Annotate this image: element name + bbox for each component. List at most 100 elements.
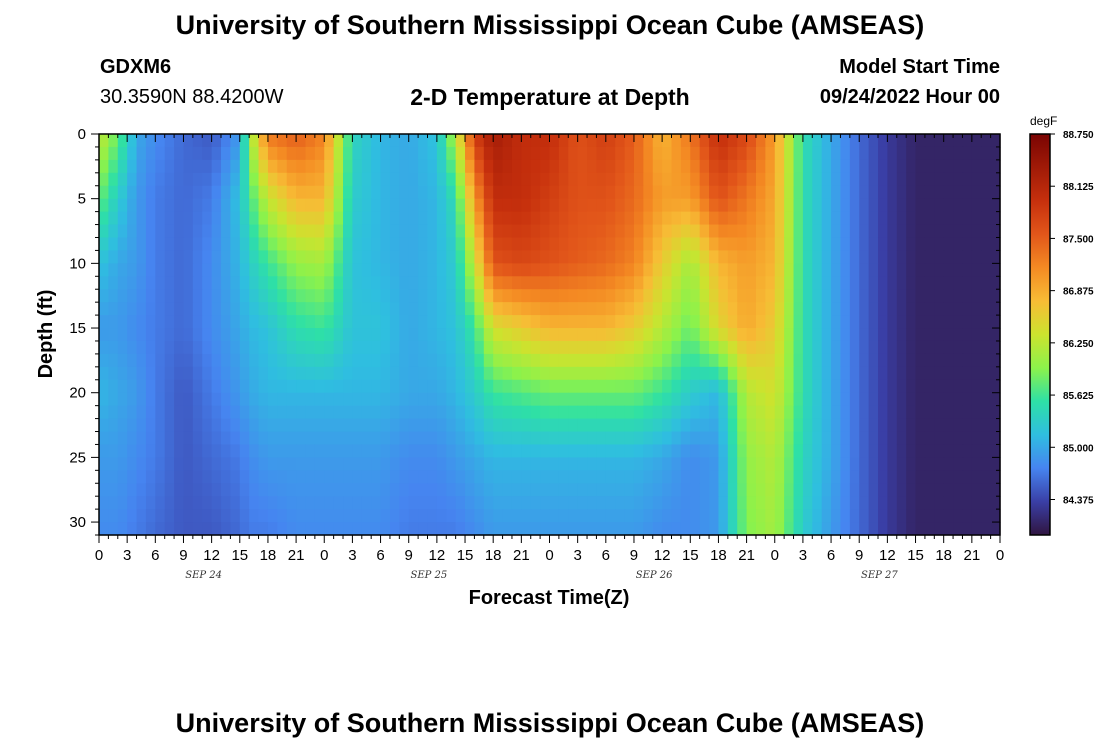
heatmap-cell	[371, 431, 382, 446]
heatmap-cell	[239, 496, 250, 510]
heatmap-cell	[221, 483, 231, 497]
heatmap-cell	[680, 224, 691, 239]
heatmap-cell	[943, 470, 954, 484]
heatmap-cell	[671, 237, 682, 252]
heatmap-cell	[183, 185, 194, 200]
heatmap-cell	[962, 302, 973, 316]
heatmap-cell	[333, 444, 344, 458]
heatmap-cell	[868, 509, 879, 523]
heatmap-cell	[906, 237, 917, 252]
heatmap-cell	[755, 224, 766, 239]
y-tick-label: 15	[69, 320, 86, 337]
heatmap-cell	[793, 392, 804, 407]
heatmap-cell	[333, 185, 344, 200]
heatmap-cell	[521, 405, 532, 420]
heatmap-cell	[643, 315, 654, 329]
heatmap-cell	[436, 224, 447, 239]
heatmap-cell	[455, 496, 466, 510]
heatmap-cell	[568, 405, 579, 420]
heatmap-cell	[286, 250, 297, 264]
heatmap-cell	[296, 159, 307, 174]
heatmap-cell	[896, 263, 907, 277]
heatmap-cell	[549, 250, 560, 264]
heatmap-cell	[155, 392, 166, 407]
heatmap-cell	[596, 444, 607, 458]
heatmap-cell	[746, 185, 757, 200]
heatmap-cell	[108, 224, 119, 239]
heatmap-cell	[699, 366, 710, 381]
heatmap-cell	[436, 263, 447, 277]
heatmap-cell	[690, 457, 701, 471]
heatmap-cell	[812, 444, 823, 458]
heatmap-cell	[558, 237, 569, 252]
heatmap-cell	[868, 172, 879, 187]
heatmap-cell	[267, 263, 278, 277]
heatmap-cell	[558, 185, 569, 200]
heatmap-cell	[211, 444, 222, 458]
heatmap-cell	[765, 353, 776, 368]
heatmap-cell	[709, 211, 720, 226]
heatmap-cell	[690, 418, 701, 433]
heatmap-cell	[690, 328, 701, 342]
heatmap-cell	[352, 470, 363, 484]
heatmap-cell	[662, 328, 673, 342]
heatmap-cell	[652, 185, 663, 200]
heatmap-cell	[981, 379, 992, 394]
heatmap-cell	[802, 302, 813, 316]
heatmap-cell	[558, 276, 569, 290]
heatmap-cell	[202, 224, 213, 239]
heatmap-cell	[915, 185, 926, 200]
heatmap-cell	[352, 353, 363, 368]
heatmap-cell	[774, 328, 785, 342]
heatmap-cell	[699, 483, 710, 497]
heatmap-cell	[802, 483, 813, 497]
heatmap-cell	[671, 522, 682, 536]
heatmap-cell	[192, 457, 203, 471]
heatmap-cell	[380, 444, 391, 458]
heatmap-cell	[774, 289, 785, 303]
heatmap-cell	[540, 185, 551, 200]
heatmap-cell	[399, 444, 410, 458]
heatmap-cell	[108, 444, 119, 458]
heatmap-cell	[793, 224, 804, 239]
heatmap-cell	[286, 263, 297, 277]
heatmap-cell	[446, 340, 457, 355]
heatmap-cell	[690, 315, 701, 329]
heatmap-cell	[652, 198, 663, 213]
heatmap-cell	[737, 237, 748, 252]
heatmap-cell	[962, 211, 973, 226]
heatmap-cell	[971, 496, 982, 510]
heatmap-cell	[155, 522, 166, 536]
heatmap-cell	[202, 392, 213, 407]
heatmap-cell	[643, 522, 654, 536]
heatmap-cell	[465, 224, 476, 239]
heatmap-cell	[605, 522, 616, 536]
heatmap-cell	[718, 237, 729, 252]
heatmap-cell	[155, 496, 166, 510]
heatmap-cell	[849, 496, 860, 510]
heatmap-cell	[840, 418, 851, 433]
heatmap-cell	[493, 392, 504, 407]
heatmap-cell	[343, 340, 354, 355]
heatmap-cell	[699, 444, 710, 458]
heatmap-cell	[267, 198, 278, 213]
heatmap-cell	[164, 366, 175, 381]
heatmap-cell	[755, 431, 766, 446]
colorbar-gradient	[1029, 133, 1051, 536]
heatmap-cell	[502, 328, 513, 342]
heatmap-cell	[352, 211, 363, 226]
heatmap-cell	[296, 289, 307, 303]
heatmap-cell	[671, 431, 682, 446]
heatmap-cell	[934, 366, 945, 381]
y-tick-label: 20	[69, 385, 86, 402]
heatmap-cell	[521, 366, 532, 381]
heatmap-cell	[802, 405, 813, 420]
heatmap-cell	[361, 392, 372, 407]
heatmap-cell	[831, 418, 842, 433]
heatmap-cell	[286, 353, 297, 368]
heatmap-cell	[840, 405, 851, 420]
heatmap-cell	[230, 134, 241, 148]
heatmap-cell	[127, 328, 138, 342]
heatmap-cell	[624, 159, 635, 174]
heatmap-cell	[455, 457, 466, 471]
